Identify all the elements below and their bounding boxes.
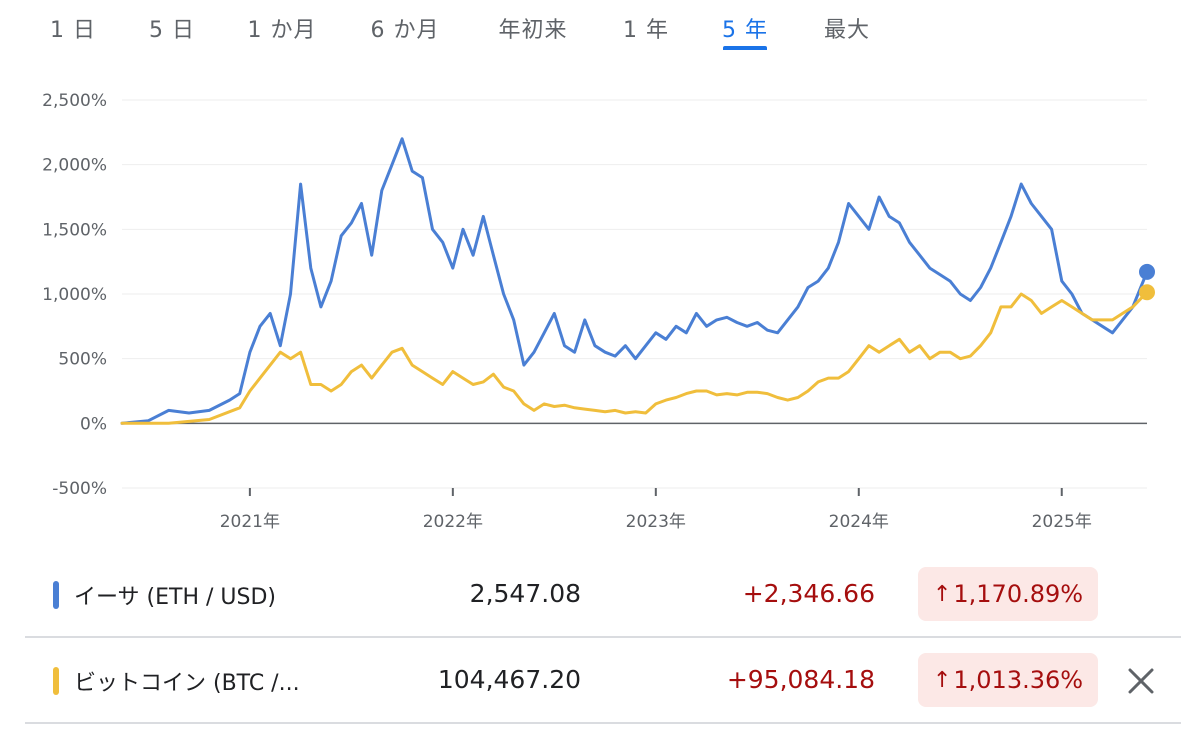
series-line-0 xyxy=(120,137,1149,425)
x-tick-label: 2023年 xyxy=(626,512,686,532)
tab-5y[interactable]: 5 年 xyxy=(722,18,768,43)
comparison-row-btc[interactable]: ビットコイン (BTC /... 104,467.20 +95,084.18 ↑… xyxy=(0,638,1200,724)
asset-name: ビットコイン (BTC /... xyxy=(74,671,300,696)
tab-ytd[interactable]: 年初来 xyxy=(498,18,568,43)
row-divider xyxy=(25,636,1181,638)
y-tick-label: 500% xyxy=(58,350,107,370)
series-endpoint-0 xyxy=(1139,263,1155,280)
series-color-swatch xyxy=(53,581,59,609)
asset-name: イーサ (ETH / USD) xyxy=(74,585,277,610)
arrow-up-icon: ↑ xyxy=(932,581,952,607)
tab-1m[interactable]: 1 か月 xyxy=(247,18,317,43)
tab-6m[interactable]: 6 か月 xyxy=(370,18,440,43)
series-endpoint-1 xyxy=(1139,284,1155,301)
asset-price: 104,467.20 xyxy=(437,665,581,694)
percent-change-badge: ↑ 1,013.36% xyxy=(918,653,1098,707)
y-tick-label: 2,500% xyxy=(42,91,107,111)
y-tick-label: 2,000% xyxy=(42,156,107,176)
y-tick-label: 0% xyxy=(80,414,107,434)
row-divider xyxy=(25,722,1181,724)
x-tick-label: 2024年 xyxy=(829,512,889,532)
x-tick-label: 2022年 xyxy=(423,512,483,532)
percent-change-value: 1,013.36% xyxy=(953,666,1084,694)
tab-1d[interactable]: 1 日 xyxy=(50,18,96,43)
active-tab-indicator xyxy=(723,46,767,50)
x-axis-labels: 2021年 2022年 2023年 2024年 2025年 xyxy=(220,512,1092,532)
y-axis-labels: 2,500% 2,000% 1,500% 1,000% 500% 0% -500% xyxy=(42,91,107,499)
range-tabs: 1 日 5 日 1 か月 6 か月 年初来 1 年 5 年 最大 xyxy=(0,0,1200,60)
y-tick-label: -500% xyxy=(52,479,107,499)
asset-price: 2,547.08 xyxy=(469,579,581,608)
y-tick-label: 1,500% xyxy=(42,220,107,240)
series-color-swatch xyxy=(53,667,59,695)
series-line-1 xyxy=(120,290,1149,425)
tab-1y[interactable]: 1 年 xyxy=(623,18,669,43)
series-lines xyxy=(120,137,1155,425)
asset-change: +2,346.66 xyxy=(742,579,875,608)
comparison-line-chart[interactable]: 2,500% 2,000% 1,500% 1,000% 500% 0% -500% 2021… xyxy=(0,70,1200,540)
tab-5d[interactable]: 5 日 xyxy=(149,18,195,43)
comparison-row-eth[interactable]: イーサ (ETH / USD) 2,547.08 +2,346.66 ↑ 1,1… xyxy=(0,552,1200,638)
arrow-up-icon: ↑ xyxy=(932,667,952,693)
remove-comparison-close-icon[interactable] xyxy=(1124,664,1158,698)
x-tick-label: 2021年 xyxy=(220,512,280,532)
asset-change: +95,084.18 xyxy=(726,665,875,694)
y-tick-label: 1,000% xyxy=(42,285,107,305)
percent-change-badge: ↑ 1,170.89% xyxy=(918,567,1098,621)
grid-lines xyxy=(122,99,1147,496)
tab-max[interactable]: 最大 xyxy=(823,18,871,43)
percent-change-value: 1,170.89% xyxy=(953,580,1084,608)
x-tick-label: 2025年 xyxy=(1032,512,1092,532)
